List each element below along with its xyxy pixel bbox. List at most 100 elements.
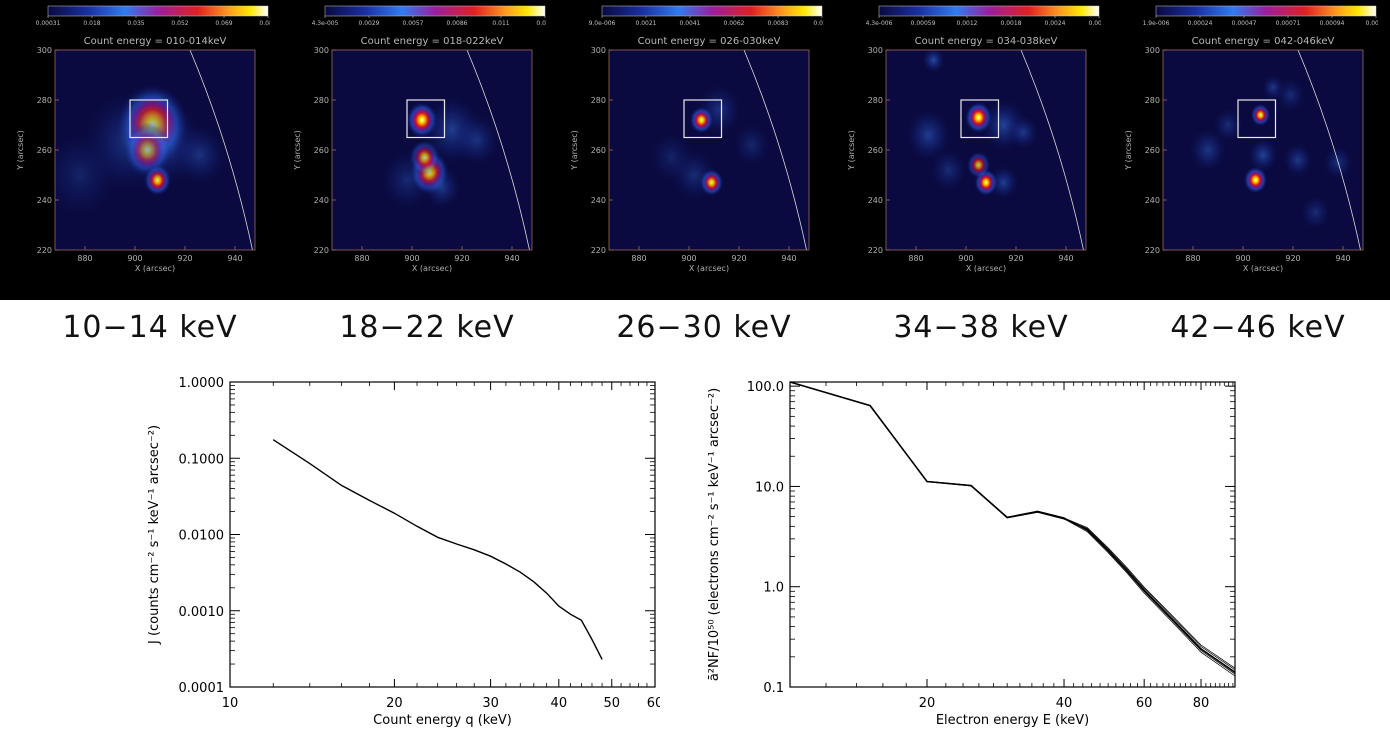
source-blob [928,147,969,193]
y-tick-label: 1.0000 [179,376,225,391]
map-svg: 1.9e-006 0.00024 0.00047 0.00071 0.00094 0.00… [1124,5,1387,273]
colorbar-tick-label: 0.0083 [768,20,789,27]
x-tick-label: 900 [958,254,973,263]
map-svg: 9.0e-006 0.0021 0.0041 0.0062 0.0083 0.010 Cou… [570,5,831,273]
x-tick-label: 900 [127,254,142,263]
x-tick-label: 60 [1136,696,1153,711]
colorbar [878,5,1100,17]
colorbar-tick-label: 0.0029 [1089,20,1102,27]
map-image [55,50,253,250]
colorbar-tick-label: 0.010 [813,20,824,27]
x-tick-label: 880 [77,254,92,263]
x-axis-label: X (arcsec) [689,264,729,273]
x-axis-label: X (arcsec) [966,264,1006,273]
y-tick-label: 0.0001 [179,681,225,696]
plot-frame [789,381,1236,688]
colorbar-tick-label: 0.052 [171,20,188,27]
x-tick-label: 900 [1235,254,1250,263]
colorbar-tick-label: 0.069 [215,20,232,27]
map-title: Count energy = 026-030keV [638,36,781,47]
colorbar-tick-label: 1.9e-006 [1143,20,1170,27]
solar-limb [743,50,807,250]
series-line-realization [789,381,1236,675]
map-svg: 4.3e-006 0.00059 0.0012 0.0018 0.0024 0.0029 C… [847,5,1110,273]
colorbar-tick-label: 0.00031 [36,20,61,27]
y-tick-label: 300 [1145,46,1160,55]
x-axis-label: X (arcsec) [135,264,175,273]
map-title: Count energy = 042-046keV [1192,36,1335,47]
y-tick-label: 240 [314,196,329,205]
count-spectrum-plot: 10 20 30 40 50 60 1.0000 0.1000 0.0100 0.0010 0.00… [147,376,660,728]
series-line-realization [789,381,1236,671]
series-line-realization [789,381,1236,669]
source-blob [987,164,1020,201]
x-tick-label: 920 [1285,254,1300,263]
y-tick-label: 0.0100 [179,529,225,544]
electron-spectrum-plot: 20 40 60 80 100.0 10.0 1.0 0.1 Electron energy E… [707,380,1236,728]
y-tick-label: 300 [314,46,329,55]
source-blob [379,147,435,213]
map-panel-5: 1.9e-006 0.00024 0.00047 0.00071 0.00094 0.00… [1108,0,1387,300]
y-tick-label: 0.1 [763,681,784,696]
x-tick-label: 80 [1193,696,1210,711]
map-panel-2: 4.3e-005 0.0029 0.0057 0.0086 0.011 0.014 Coun… [277,0,554,300]
y-tick-label: 220 [591,246,606,255]
map-image [1188,50,1361,250]
x-axis-label: Count energy q (keV) [373,713,512,728]
colorbar-tick-label: 0.0029 [359,20,380,27]
energy-caption-5: 42−46 keV [1170,310,1346,345]
colorbar [324,5,546,17]
y-tick-label: 240 [37,196,52,205]
map-title: Count energy = 034-038keV [915,36,1058,47]
x-tick-label: 940 [504,254,519,263]
colorbar-tick-label: 4.3e-006 [866,20,893,27]
source-blob [1282,141,1314,179]
map-panel-3: 9.0e-006 0.0021 0.0041 0.0062 0.0083 0.010 Cou… [554,0,831,300]
y-tick-label: 0.0010 [179,605,225,620]
colorbar-tick-label: 0.0012 [957,20,978,27]
plot-frame [229,381,656,688]
solar-limb [189,50,253,250]
x-tick-label: 920 [731,254,746,263]
y-tick-label: 100.0 [747,380,784,395]
y-axis-label: ā²NF/10⁵⁰ (electrons cm⁻² s⁻¹ keV⁻¹ arcs… [707,388,722,681]
y-tick-label: 10.0 [755,480,784,495]
colorbar-tick-label: 0.0041 [680,20,701,27]
solar-limb [1020,50,1084,250]
colorbar [47,5,269,17]
energy-caption-2: 18−22 keV [339,310,515,345]
source-blob [1247,136,1279,174]
map-title: Count energy = 018-022keV [361,36,504,47]
x-tick-label: 60 [647,696,660,711]
source-blob [1007,114,1040,151]
colorbar-tick-label: 0.00059 [911,20,936,27]
source-blob [1299,194,1332,231]
y-tick-label: 240 [591,196,606,205]
y-tick-label: 220 [868,246,883,255]
map-background [609,50,809,250]
y-tick-label: 280 [868,96,883,105]
y-tick-label: 220 [1145,246,1160,255]
map-image [379,50,530,250]
y-tick-label: 260 [868,146,883,155]
y-axis-label: Y (arcsec) [847,130,856,171]
x-tick-label: 900 [404,254,419,263]
x-tick-label: 920 [177,254,192,263]
source-blob [966,151,991,179]
y-axis-label: Y (arcsec) [293,130,302,171]
colorbar-tick-label: 0.00094 [1320,20,1345,27]
series-line [272,439,603,660]
y-tick-label: 280 [314,96,329,105]
y-tick-label: 240 [1145,196,1160,205]
x-axis-label: X (arcsec) [1243,264,1283,273]
energy-caption-1: 10−14 keV [62,310,238,345]
footpoint-box [960,99,1000,139]
footpoint-box [129,99,169,139]
y-tick-label: 260 [591,146,606,155]
source-blob [695,82,743,138]
x-tick-label: 880 [908,254,923,263]
solar-limb [1297,50,1361,250]
colorbar-tick-label: 0.0057 [403,20,424,27]
colorbar-tick-label: 0.0012 [1366,20,1379,27]
x-tick-label: 920 [454,254,469,263]
